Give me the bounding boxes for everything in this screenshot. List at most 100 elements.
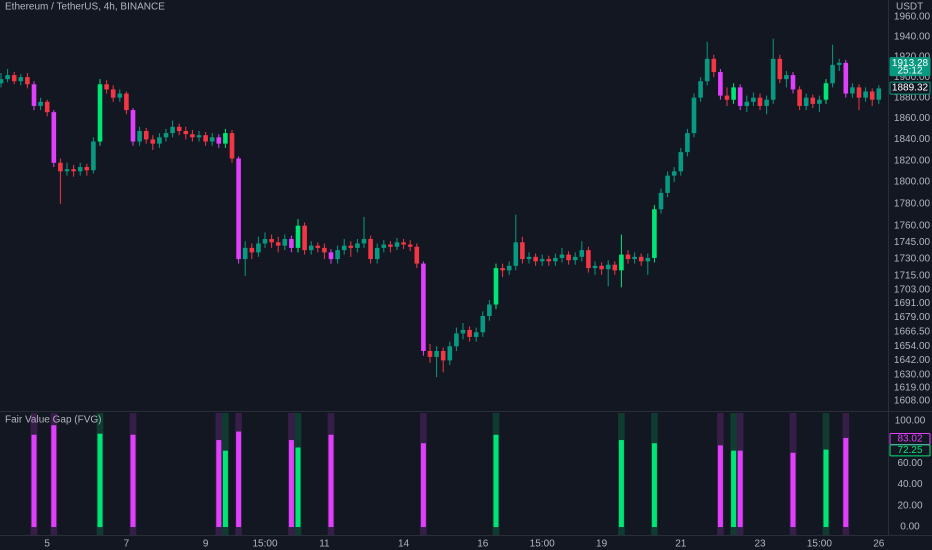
x-tick-label: 15:00 (252, 539, 277, 550)
candle-body (473, 332, 479, 337)
candle-body (25, 77, 30, 85)
candle-body (341, 245, 347, 251)
candle-body (777, 58, 783, 80)
candle-body (77, 167, 83, 172)
candle-body (282, 238, 288, 246)
candle-body (262, 238, 268, 244)
candle-body (533, 256, 538, 262)
candle-body (302, 225, 307, 251)
y-axis-label: USDT (896, 2, 923, 13)
candle-body (612, 264, 618, 271)
fvg-bar (420, 443, 426, 528)
y-tick-label: 1920.00 (894, 51, 931, 62)
candle-body (546, 259, 552, 262)
pane-title: Fair Value Gap (FVG) (5, 415, 102, 426)
candle-body (665, 175, 670, 193)
candle-body (764, 99, 769, 106)
candle-body (770, 58, 776, 100)
candle-body (592, 265, 598, 269)
candle-body (638, 256, 644, 262)
candle-body (572, 256, 578, 261)
candle-body (143, 130, 149, 140)
y-tick-label: 1820.00 (894, 155, 931, 166)
x-tick-label: 19 (596, 539, 608, 550)
candle-body (256, 243, 261, 253)
candle-body (757, 97, 763, 106)
candle-body (493, 268, 499, 305)
candle-body (856, 87, 862, 98)
candle-body (803, 97, 809, 106)
y-tick-label: 1619.00 (894, 382, 931, 393)
candle-body (619, 254, 624, 271)
candle-body (295, 225, 301, 248)
fvg-bar (823, 449, 829, 528)
y-tick-label: 1860.00 (894, 113, 931, 124)
x-tick-label: 26 (873, 539, 885, 550)
y-tick-label: 1703.00 (894, 284, 931, 295)
candle-body (823, 83, 829, 100)
candle-body (414, 246, 420, 264)
fvg-bar (97, 433, 103, 528)
y-tick-label: 1960.00 (894, 11, 931, 22)
candle-body (500, 268, 505, 271)
candle-body (797, 89, 802, 106)
y-tick-label: 100.00 (895, 416, 926, 427)
candle-body (401, 242, 406, 245)
candle-body (289, 238, 294, 248)
candle-body (421, 263, 426, 351)
candle-body (810, 97, 816, 104)
y-tick-label: 1840.00 (894, 134, 931, 145)
candle-body (711, 58, 717, 73)
candle-body (196, 135, 202, 138)
candle-body (427, 350, 433, 357)
candle-body (744, 101, 750, 106)
candle-body (190, 134, 195, 138)
candle-body (44, 101, 50, 113)
price-tag-countdown: 25:12 (897, 66, 922, 77)
candle-body (652, 209, 657, 258)
candle-body (58, 162, 63, 172)
x-tick-label: 5 (44, 539, 50, 550)
candle-body (64, 169, 70, 172)
fvg-bar (651, 443, 657, 528)
candle-body (355, 243, 360, 248)
fvg-bar (790, 452, 796, 528)
candle-body (506, 265, 512, 271)
candle-body (520, 242, 525, 260)
price-tag-label: 1913.28 (892, 58, 929, 69)
candle-body (322, 247, 327, 253)
candle-body (104, 84, 109, 90)
candle-body (731, 87, 736, 100)
candle-body (388, 244, 393, 247)
candle-body (91, 141, 96, 171)
candle-body (447, 346, 453, 361)
y-tick-label: 1900.00 (894, 72, 931, 83)
y-tick-label: 1730.00 (894, 254, 931, 265)
price-tag-label: 1889.32 (892, 83, 929, 94)
fvg-bar (222, 450, 228, 528)
candle-body (5, 75, 10, 80)
x-tick-label: 15:00 (807, 539, 832, 550)
candle-body (0, 79, 4, 84)
candle-body (751, 97, 756, 102)
candle-body (368, 238, 373, 260)
value-tag-label: 83.02 (897, 434, 922, 445)
candle-body (18, 77, 24, 82)
y-tick-label: 1666.50 (894, 326, 931, 337)
candle-body (526, 256, 532, 260)
price-tag-box (889, 57, 931, 77)
x-tick-label: 16 (477, 539, 489, 550)
candle-body (117, 93, 123, 98)
candle-body (718, 72, 723, 96)
candle-body (223, 133, 228, 144)
candle-body (790, 75, 796, 90)
value-tag-box (889, 444, 931, 457)
y-tick-label: 1760.00 (894, 220, 931, 231)
candle-body (559, 254, 565, 258)
candle-body (553, 257, 558, 262)
y-tick-label: 60.00 (897, 458, 922, 469)
candle-body (97, 84, 103, 142)
candle-body (361, 238, 367, 244)
candle-body (487, 304, 492, 317)
y-tick-label: 1780.00 (894, 198, 931, 209)
